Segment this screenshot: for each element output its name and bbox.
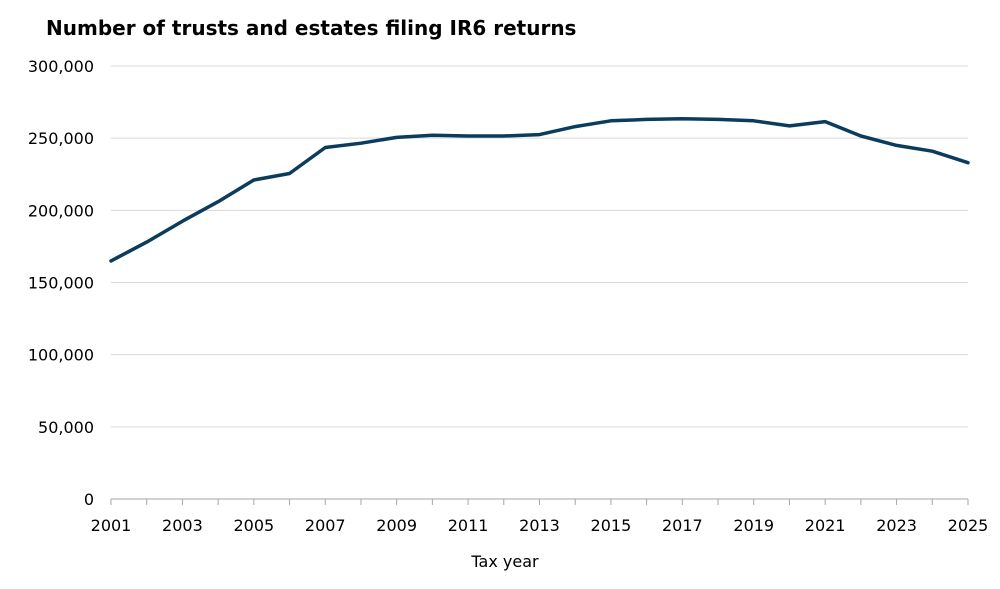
x-tick-label: 2013 [519,516,560,535]
x-tick-label: 2009 [376,516,417,535]
y-tick-label: 0 [84,490,94,509]
x-tick-label: 2007 [305,516,346,535]
y-tick-label: 250,000 [28,129,94,148]
y-tick-label: 200,000 [28,201,94,220]
x-tick-label: 2017 [662,516,703,535]
x-tick-label: 2015 [591,516,632,535]
x-tick-label: 2003 [162,516,203,535]
chart-title: Number of trusts and estates filing IR6 … [46,16,577,40]
y-tick-label: 300,000 [28,57,94,76]
series-line [109,116,970,263]
y-tick-label: 150,000 [28,274,94,293]
x-tick-label: 2019 [733,516,774,535]
y-tick-label: 50,000 [38,418,94,437]
x-axis [110,498,969,505]
gridlines [111,65,968,428]
x-axis-tick-labels: 2001 2003 2005 2007 2009 2011 2013 2015 2017 2019… [91,516,989,535]
x-tick-label: 2025 [948,516,989,535]
x-tick-label: 2021 [805,516,846,535]
series-layer [109,116,970,263]
x-tick-label: 2001 [91,516,132,535]
x-tick-label: 2011 [448,516,489,535]
x-tick-label: 2005 [233,516,274,535]
x-axis-title: Tax year [470,552,539,571]
y-axis-tick-labels: 0 50,000 100,000 150,000 200,000 250,000 300,0… [28,57,94,509]
x-tick-label: 2023 [876,516,917,535]
y-tick-label: 100,000 [28,346,94,365]
